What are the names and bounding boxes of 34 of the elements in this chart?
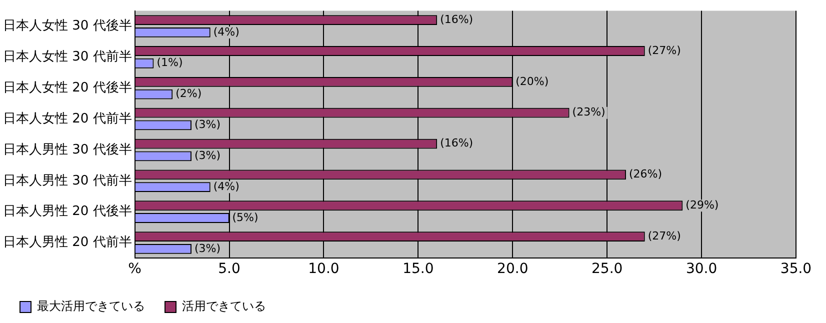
x-tick-label: 20.0 (497, 261, 528, 278)
y-tick-label: 日本人男性 30 代前半 (2, 173, 132, 188)
x-tick-label: 15.0 (402, 261, 434, 278)
data-label: (26%) (628, 168, 662, 181)
x-tick-label: 10.0 (308, 261, 340, 278)
x-tick-label: 30.0 (686, 261, 718, 278)
data-label: (1%) (156, 56, 183, 70)
data-label: (23%) (572, 106, 606, 119)
data-label: (4%) (213, 25, 240, 38)
y-tick-label: 日本人女性 30 代前半 (2, 50, 132, 65)
x-tick-label: 25.0 (592, 261, 623, 278)
data-label: (3%) (194, 242, 221, 255)
y-tick-label: 日本人女性 20 代前半 (2, 111, 132, 126)
data-label: (29%) (686, 198, 719, 212)
y-tick-label: 日本人女性 20 代後半 (2, 80, 132, 96)
data-label: (2%) (176, 87, 202, 100)
data-label: (5%) (232, 210, 258, 224)
data-label: (3%) (194, 118, 221, 132)
x-tick-label: 35.0 (780, 261, 812, 278)
y-tick-label: 日本人男性 20 代後半 (2, 204, 132, 220)
y-tick-label: 日本人男性 20 代前半 (2, 235, 132, 250)
data-label: (27%) (648, 229, 681, 242)
data-label: (20%) (516, 74, 549, 88)
data-label: (16%) (440, 136, 474, 150)
legend-label: 活用できている (182, 299, 266, 314)
y-tick-label: 日本人女性 30 代後半 (2, 18, 132, 34)
x-tick-label: 5.0 (218, 261, 240, 278)
y-tick-label: 日本人男性 30 代後半 (2, 142, 132, 158)
data-label: (16%) (440, 12, 474, 26)
legend-label: 最大活用できている (37, 299, 145, 314)
data-label: (4%) (213, 180, 240, 193)
data-label: (27%) (648, 44, 681, 57)
x-tick-label: % (128, 261, 142, 278)
data-label: (3%) (194, 149, 221, 162)
